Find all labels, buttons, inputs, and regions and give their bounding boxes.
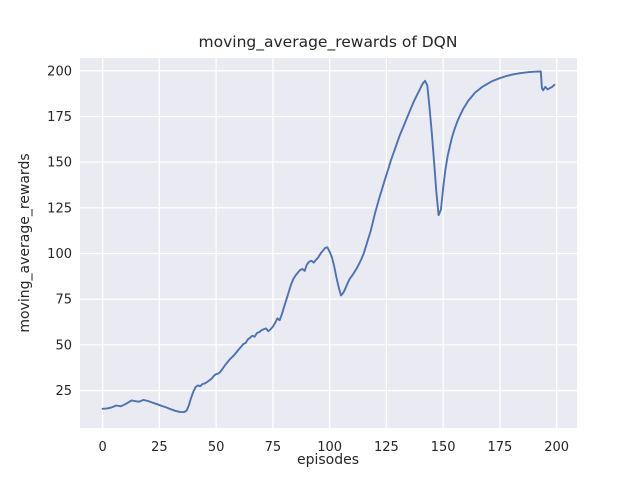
series-lines: [101, 70, 556, 414]
y-tick-label: 100: [47, 247, 72, 262]
y-tick-label: 25: [55, 384, 72, 399]
y-tick-label: 175: [47, 110, 72, 125]
x-tick-label: 100: [317, 440, 342, 455]
x-tick-labels: 0 25 50 75 100 125 150 175 200: [98, 440, 569, 455]
x-tick-label: 125: [374, 440, 399, 455]
y-tick-labels: 25 50 75 100 125 150 175 200: [47, 64, 72, 399]
y-tick-label: 125: [47, 201, 72, 216]
plot-area: [80, 58, 577, 428]
x-axis-label: episodes: [297, 452, 359, 468]
y-tick-label: 75: [55, 293, 72, 308]
chart-title: moving_average_rewards of DQN: [199, 33, 458, 52]
dqn-reward-line: [101, 70, 556, 414]
y-tick-label: 50: [55, 338, 72, 353]
y-tick-label: 150: [47, 156, 72, 171]
x-tick-label: 175: [488, 440, 513, 455]
x-tick-label: 200: [544, 440, 569, 455]
x-tick-label: 50: [208, 440, 225, 455]
x-tick-label: 0: [98, 440, 106, 455]
x-tick-label: 75: [265, 440, 282, 455]
x-tick-label: 150: [431, 440, 456, 455]
y-axis-label: moving_average_rewards: [17, 153, 33, 332]
x-tick-label: 25: [151, 440, 168, 455]
grid-lines: [80, 58, 577, 428]
y-tick-label: 200: [47, 64, 72, 79]
